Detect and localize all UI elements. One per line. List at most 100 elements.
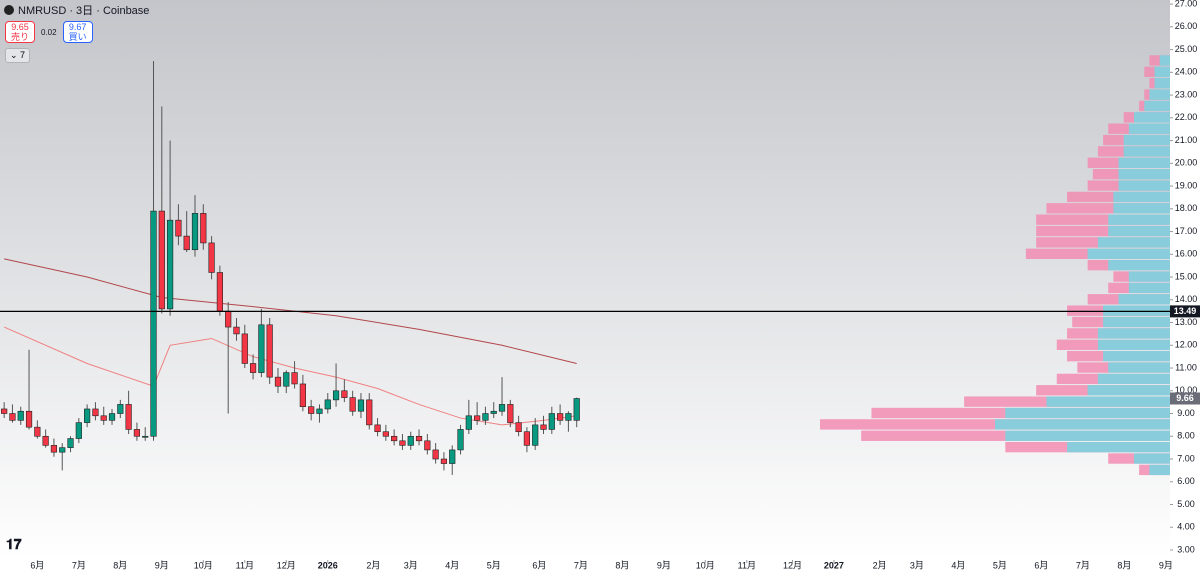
profile-up	[1123, 146, 1170, 157]
y-tick-label: 4.00	[1177, 522, 1195, 532]
x-tick-label: 9月	[657, 560, 671, 570]
candle-body	[540, 424, 547, 430]
candle-body	[349, 397, 356, 412]
candle-body	[183, 235, 190, 251]
profile-up	[1108, 259, 1170, 271]
buy-button[interactable]: 9.67 買い	[62, 21, 93, 43]
hline-label-box	[1170, 305, 1200, 318]
candle-body	[75, 422, 82, 439]
candle-body	[474, 415, 481, 421]
profile-up	[1113, 191, 1170, 203]
profile-up	[1103, 305, 1170, 316]
candle-body	[100, 415, 107, 421]
profile-up	[1113, 203, 1170, 214]
x-tick-label: 10月	[696, 560, 715, 570]
profile-up	[1159, 55, 1170, 66]
candle-body	[25, 410, 33, 428]
profile-total	[1036, 225, 1170, 237]
plot-background	[0, 0, 1170, 560]
profile-up	[1005, 407, 1170, 419]
y-tick-label: 8.00	[1177, 431, 1195, 441]
y-tick-label: 22.00	[1175, 112, 1198, 122]
x-tick-label: 11月	[738, 560, 756, 570]
indicator-toggle[interactable]: ⌄ 7	[5, 48, 31, 63]
y-tick-label: 3.00	[1177, 544, 1195, 554]
candle-body	[258, 324, 265, 373]
candle-body	[1, 408, 8, 414]
y-tick-label: 16.00	[1175, 249, 1198, 259]
profile-up	[1103, 350, 1170, 362]
profile-up	[1118, 294, 1170, 305]
y-tick-label: 5.00	[1177, 499, 1195, 509]
profile-up	[1133, 112, 1170, 123]
candle-body	[498, 404, 506, 412]
candle-body	[366, 399, 373, 426]
x-tick-label: 3月	[404, 560, 418, 570]
candle-body	[142, 435, 149, 438]
candle-body	[108, 413, 116, 421]
profile-up	[1067, 441, 1170, 453]
candle-body	[308, 406, 315, 414]
candle-body	[216, 272, 223, 312]
profile-up	[1154, 66, 1170, 78]
candle-body	[490, 410, 497, 414]
candle-body	[523, 431, 531, 446]
candle-body	[332, 390, 340, 401]
candle-body	[341, 390, 348, 398]
buy-label: 買い	[68, 32, 87, 42]
x-tick-label: 3月	[910, 560, 924, 570]
candle-body	[407, 435, 414, 446]
x-tick-label: 12月	[783, 560, 802, 570]
buy-price: 9.67	[68, 22, 87, 32]
candle-body	[233, 326, 240, 335]
y-tick-label: 11.00	[1175, 362, 1197, 372]
candle-body	[92, 408, 99, 417]
profile-up	[1087, 385, 1170, 396]
profile-up	[1144, 100, 1170, 112]
candle-body	[357, 399, 365, 412]
candle-body	[482, 413, 489, 421]
candle-body	[391, 435, 398, 442]
x-tick-label: 7月	[1076, 560, 1090, 570]
x-tick-label: 8月	[113, 560, 127, 570]
candle-body	[548, 413, 555, 430]
profile-up	[1118, 180, 1170, 191]
candle-body	[399, 440, 406, 446]
last-price-label: 9.66	[1176, 393, 1194, 403]
profile-up	[1123, 134, 1170, 146]
sell-button[interactable]: 9.65 売り	[5, 21, 35, 43]
profile-up	[1087, 248, 1170, 259]
candle-body	[158, 210, 165, 310]
profile-up	[1097, 328, 1170, 339]
x-tick-label: 7月	[72, 560, 86, 570]
profile-total	[1046, 203, 1170, 214]
candle-body	[573, 398, 580, 421]
y-tick-label: 12.00	[1175, 340, 1198, 350]
candle-body	[324, 399, 331, 410]
profile-up	[1128, 282, 1170, 294]
profile-up	[1103, 316, 1170, 328]
profile-up	[1005, 430, 1170, 441]
profile-up	[1097, 373, 1170, 385]
x-tick-label: 10月	[194, 560, 213, 570]
indicator-count: 7	[20, 50, 26, 60]
candle-body	[532, 424, 539, 446]
last-price-box	[1170, 392, 1200, 405]
y-tick-label: 17.00	[1175, 226, 1198, 236]
x-tick-label: 4月	[951, 560, 965, 570]
x-tick-label: 2026	[318, 560, 338, 570]
x-tick-label: 6月	[30, 560, 44, 570]
spread: 0.02	[41, 27, 57, 37]
y-tick-label: 7.00	[1177, 453, 1195, 463]
candle-body	[316, 408, 323, 414]
y-tick-label: 19.00	[1175, 180, 1198, 190]
y-tick-label: 14.00	[1175, 294, 1198, 304]
candle-body	[432, 449, 439, 460]
x-tick-label: 12月	[277, 560, 296, 570]
y-tick-label: 24.00	[1175, 67, 1198, 77]
x-tick-label: 8月	[615, 560, 629, 570]
y-tick-label: 20.00	[1175, 158, 1198, 168]
candle-body	[274, 376, 282, 387]
candle-body	[440, 458, 448, 464]
symbol-title: NMRUSD · 3日 · Coinbase	[18, 5, 150, 17]
